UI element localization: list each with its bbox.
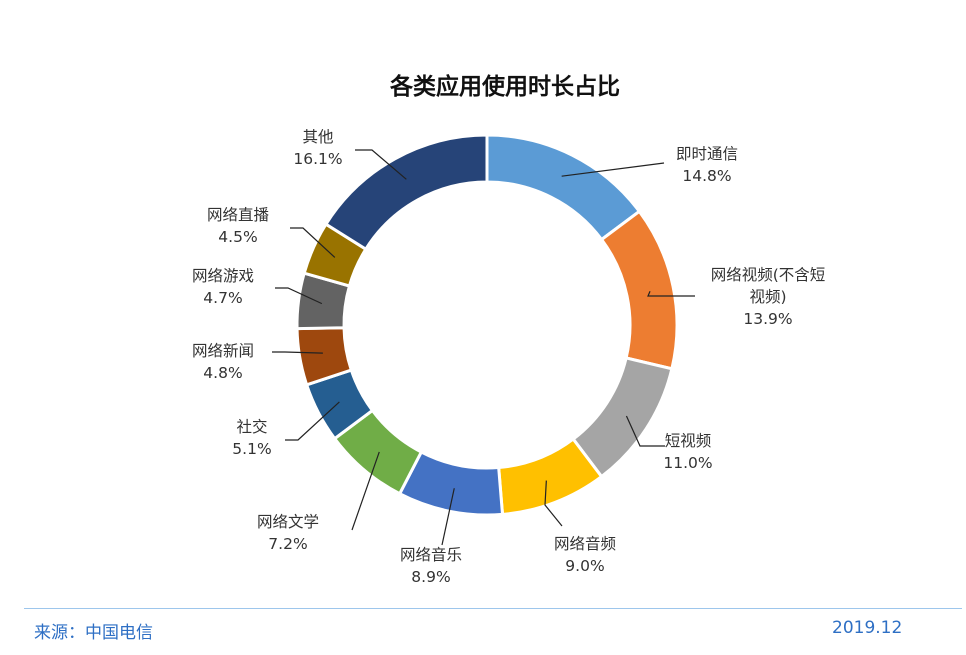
slice-label-1: 即时通信 14.8% xyxy=(676,145,738,185)
leader-line-10 xyxy=(290,227,336,258)
slice-value-label: 11.0% xyxy=(663,454,712,472)
leader-line-8 xyxy=(272,351,323,354)
slice-value-label: 4.5% xyxy=(218,228,257,246)
donut-slice-11 xyxy=(323,133,489,252)
leader-line-1 xyxy=(561,162,665,177)
slice-value-label: 4.7% xyxy=(203,289,242,307)
slice-label-8: 网络新闻 4.8% xyxy=(192,342,254,382)
slice-name-label: 网络游戏 xyxy=(192,267,254,285)
slice-name-label: 其他 xyxy=(302,128,333,146)
leader-line-2 xyxy=(647,290,695,297)
slice-label-9: 网络游戏 4.7% xyxy=(192,267,254,307)
slice-name-label: 网络视频(不含短 xyxy=(711,266,826,284)
donut-slice-1 xyxy=(485,133,642,242)
leader-line-9 xyxy=(275,287,323,305)
slice-value-label: 7.2% xyxy=(268,535,307,553)
slice-label-4: 网络音频 9.0% xyxy=(554,535,616,575)
donut-chart: 各类应用使用时长占比 即时通信 14.8% 网络视频(不含短视频) 13.9% 短视频 1… xyxy=(192,73,825,586)
slice-value-label: 4.8% xyxy=(203,364,242,382)
slices-layer xyxy=(295,133,679,517)
leader-lines-layer xyxy=(272,149,695,546)
slice-name-label: 网络新闻 xyxy=(192,342,254,360)
leader-line-3 xyxy=(625,415,665,447)
slice-value-label: 14.8% xyxy=(682,167,731,185)
slice-value-label: 16.1% xyxy=(293,150,342,168)
chart-title: 各类应用使用时长占比 xyxy=(389,73,620,100)
slice-value-label: 8.9% xyxy=(411,568,450,586)
slice-label-3: 短视频 11.0% xyxy=(663,432,712,472)
slice-label-10: 网络直播 4.5% xyxy=(207,206,270,246)
labels-layer: 即时通信 14.8% 网络视频(不含短视频) 13.9% 短视频 11.0% 网络音频 9.0… xyxy=(192,128,825,586)
leader-line-7 xyxy=(285,401,340,441)
slice-name-label: 网络直播 xyxy=(207,206,270,224)
slice-label-6: 网络文学 7.2% xyxy=(257,513,319,553)
slice-value-label: 13.9% xyxy=(743,310,792,328)
slice-value-label: 9.0% xyxy=(565,557,604,575)
slice-name-label: 网络音频 xyxy=(554,535,616,553)
slice-name-label: 网络音乐 xyxy=(400,546,462,564)
slice-label-7: 社交 5.1% xyxy=(232,418,271,458)
footer-divider xyxy=(24,608,962,609)
slice-name-label: 即时通信 xyxy=(676,145,738,163)
slice-label-5: 网络音乐 8.9% xyxy=(400,546,462,586)
leader-line-11 xyxy=(355,149,407,180)
leader-line-4 xyxy=(544,480,563,527)
footer-source: 来源：中国电信 xyxy=(34,623,153,643)
donut-slice-2 xyxy=(599,209,679,371)
slice-name-label: 网络文学 xyxy=(257,513,319,531)
slice-value-label: 5.1% xyxy=(232,440,271,458)
leader-line-6 xyxy=(351,451,380,531)
leader-line-5 xyxy=(441,488,455,546)
slice-name-label: 短视频 xyxy=(665,432,712,450)
slice-label-2: 网络视频(不含短视频) 13.9% xyxy=(711,266,826,328)
slice-name-label: 视频) xyxy=(749,288,786,306)
footer-date: 2019.12 xyxy=(832,618,903,638)
slice-name-label: 社交 xyxy=(236,418,267,436)
slice-label-11: 其他 16.1% xyxy=(293,128,342,168)
